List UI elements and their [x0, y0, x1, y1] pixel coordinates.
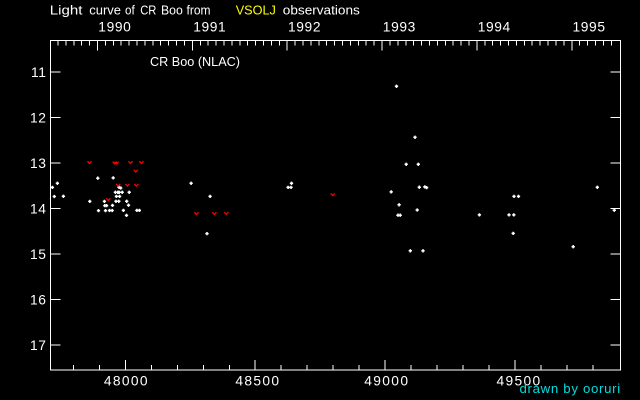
svg-text:1992: 1992 [288, 20, 321, 35]
svg-text:14: 14 [30, 202, 47, 217]
svg-text:curve: curve [89, 3, 121, 18]
svg-text:15: 15 [30, 247, 47, 262]
svg-text:CR Boo (NLAC): CR Boo (NLAC) [150, 54, 240, 69]
svg-text:1995: 1995 [573, 20, 606, 35]
svg-text:from: from [187, 3, 211, 18]
svg-text:13: 13 [30, 156, 47, 171]
svg-text:49000: 49000 [364, 373, 409, 388]
svg-text:CR: CR [140, 3, 156, 18]
svg-text:1994: 1994 [478, 20, 511, 35]
svg-text:Light: Light [50, 3, 83, 18]
svg-text:49500: 49500 [496, 373, 541, 388]
svg-text:48500: 48500 [235, 373, 280, 388]
svg-text:12: 12 [30, 111, 47, 126]
svg-text:of: of [125, 3, 135, 18]
svg-text:drawn by ooruri: drawn by ooruri [520, 381, 621, 396]
svg-text:1991: 1991 [193, 20, 226, 35]
svg-text:11: 11 [31, 65, 47, 80]
svg-text:17: 17 [30, 338, 47, 353]
svg-text:48000: 48000 [104, 373, 149, 388]
svg-text:observations: observations [283, 3, 360, 18]
svg-text:1993: 1993 [383, 20, 416, 35]
svg-text:16: 16 [30, 293, 47, 308]
svg-text:1990: 1990 [98, 20, 131, 35]
svg-text:Boo: Boo [161, 3, 183, 18]
svg-text:VSOLJ: VSOLJ [236, 3, 276, 18]
